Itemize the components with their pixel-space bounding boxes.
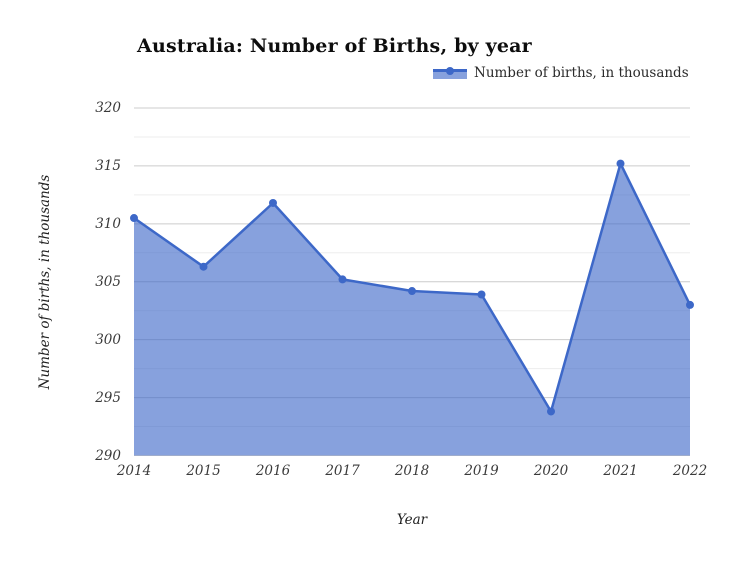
x-tick-label-2022: 2022	[672, 463, 708, 479]
plot-area[interactable]	[130, 107, 694, 456]
x-tick-label-2017: 2017	[325, 463, 360, 479]
data-point-2014[interactable]	[130, 214, 138, 223]
data-point-2015[interactable]	[199, 262, 208, 271]
y-tick-label-320: 320	[95, 100, 121, 116]
y-tick-label-310: 310	[95, 215, 121, 232]
chart-title: Australia: Number of Births, by year	[137, 35, 532, 57]
data-point-2016[interactable]	[269, 198, 277, 207]
y-tick-label-300: 300	[95, 331, 121, 348]
y-tick-label-305: 305	[95, 273, 121, 290]
data-point-2018[interactable]	[408, 287, 416, 296]
legend-label: Number of births, in thousands	[474, 65, 689, 81]
y-tick-label-290: 290	[95, 447, 121, 464]
x-tick-label-2015: 2015	[186, 463, 221, 479]
legend-swatch-point-icon	[446, 66, 454, 75]
data-point-2020[interactable]	[547, 407, 555, 416]
x-tick-label-2018: 2018	[394, 463, 430, 479]
x-tick-label-2016: 2016	[255, 463, 291, 479]
x-axis-title: Year	[396, 512, 428, 528]
legend-series-swatch-icon	[433, 66, 467, 79]
data-point-2021[interactable]	[616, 159, 625, 168]
data-point-2022[interactable]	[686, 300, 694, 309]
x-tick-label-2020: 2020	[533, 463, 569, 479]
y-tick-label-295: 295	[95, 389, 121, 406]
x-tick-label-2019: 2019	[464, 463, 499, 479]
x-tick-label-2014: 2014	[116, 463, 152, 479]
data-point-2019[interactable]	[477, 290, 486, 299]
series-area-fill	[134, 163, 690, 456]
y-tick-label-315: 315	[95, 157, 121, 174]
y-axis-title: Number of births, in thousands	[37, 174, 53, 390]
x-tick-label-2021: 2021	[603, 463, 638, 479]
data-point-2017[interactable]	[338, 275, 347, 284]
legend: Number of births, in thousands	[433, 65, 689, 81]
